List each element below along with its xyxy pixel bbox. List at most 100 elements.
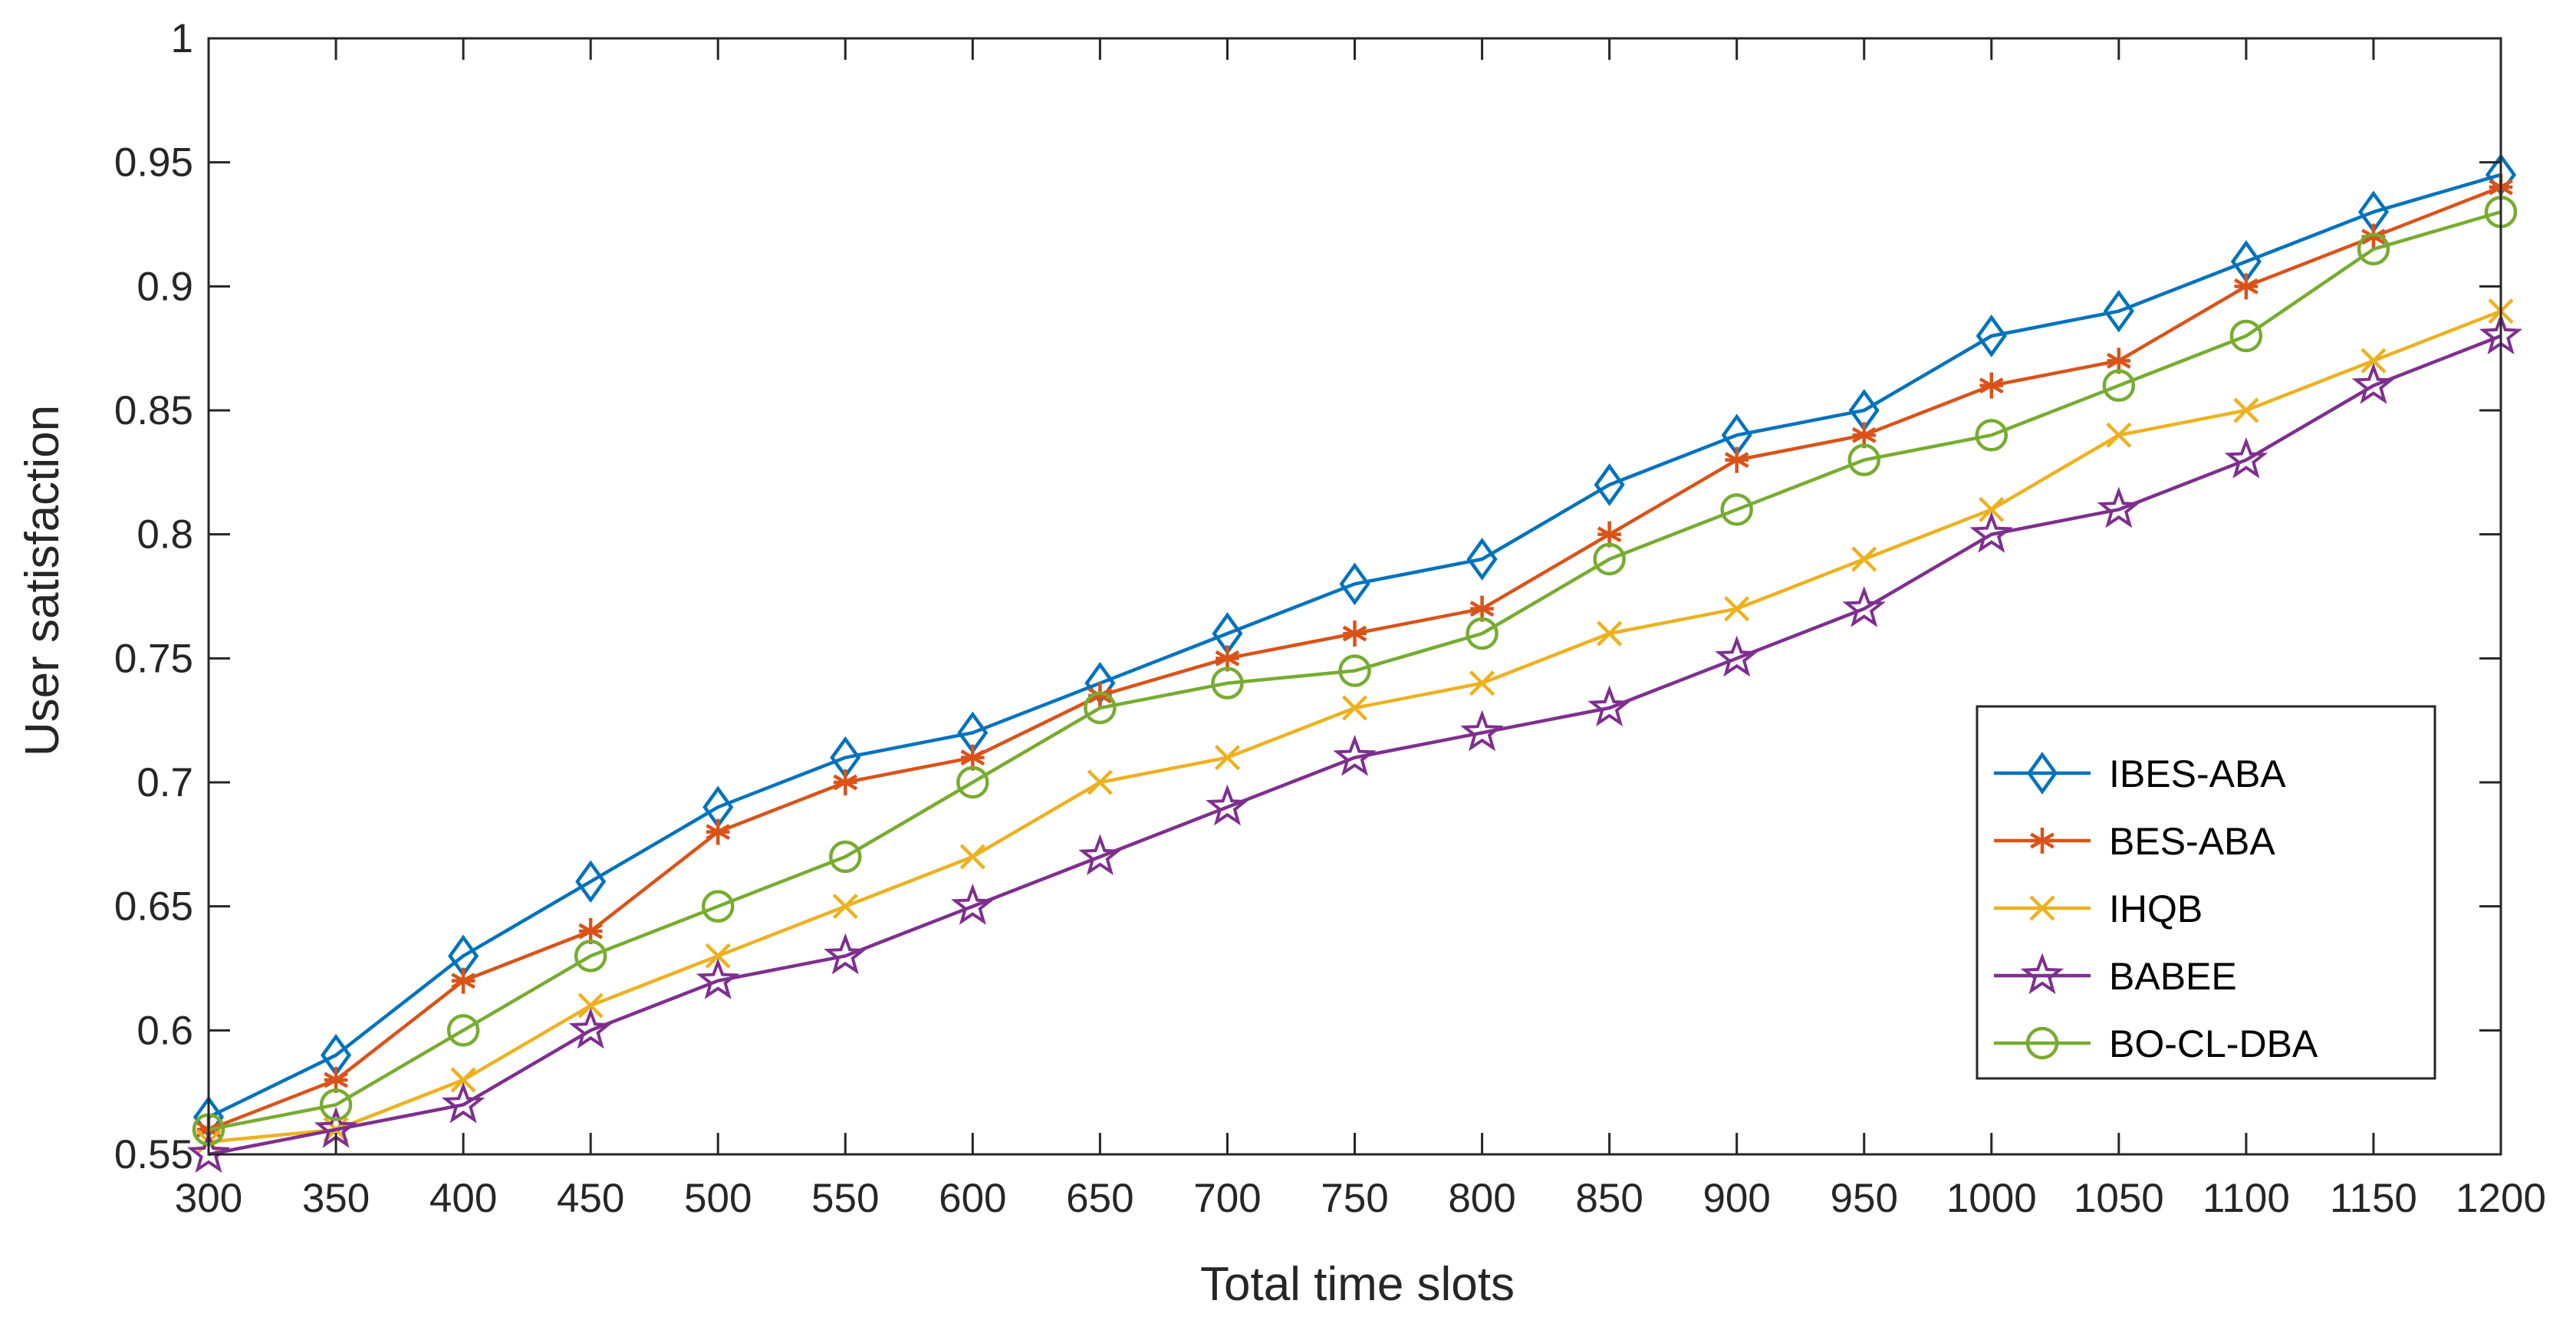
data-point-s5-14-shape	[1847, 443, 1880, 476]
data-point-s5-2-shape	[319, 1088, 353, 1121]
data-point-s2-9-shape	[1215, 645, 1240, 672]
data-point-s3-11	[1469, 670, 1495, 696]
legend-swatch-marker-2-shape	[2030, 828, 2055, 854]
data-point-s4-5-shape	[696, 957, 740, 999]
series-layer	[186, 153, 2523, 1174]
x-tick-label-6: 550	[811, 1176, 879, 1221]
data-point-s1-15	[1976, 314, 2007, 357]
data-point-s3-16	[2106, 422, 2132, 448]
data-point-s5-8-shape	[1084, 691, 1117, 725]
data-point-s1-11	[1466, 538, 1498, 581]
legend-swatch-marker-3-shape	[2029, 895, 2055, 921]
data-point-s3-7-shape	[959, 844, 985, 870]
data-point-s4-9	[1206, 784, 1249, 826]
x-tick-label-4: 450	[557, 1176, 624, 1221]
legend-label-3: IHQB	[2109, 887, 2203, 930]
data-point-s2-5-shape	[706, 818, 731, 845]
x-tick-label-12: 850	[1575, 1176, 1643, 1221]
x-tick-label-7: 600	[939, 1176, 1006, 1221]
data-point-s3-15	[1979, 496, 2005, 522]
data-point-s5-6-shape	[829, 840, 862, 874]
data-point-s4-15-shape	[1969, 511, 2014, 553]
data-point-s3-18	[2361, 347, 2387, 374]
data-point-s4-6-shape	[824, 933, 867, 975]
y-tick-label-4: 0.7	[137, 760, 193, 805]
data-point-s5-5-shape	[701, 890, 735, 923]
data-point-s3-14	[1851, 546, 1877, 572]
data-point-s3-10	[1341, 695, 1368, 721]
data-point-s3-17	[2233, 397, 2259, 423]
data-point-s3-10-shape	[1341, 695, 1368, 721]
data-point-s4-7-shape	[951, 883, 995, 925]
x-tick-label-19: 1200	[2456, 1176, 2546, 1221]
data-point-s2-4-shape	[578, 918, 604, 944]
data-point-s5-7	[956, 765, 989, 799]
x-axis-title: Total time slots	[1200, 1258, 1515, 1311]
data-point-s3-9-shape	[1214, 745, 1241, 771]
series-line-4	[208, 334, 2502, 1157]
data-point-s3-3	[450, 1067, 476, 1093]
data-point-s5-7-shape	[956, 765, 989, 799]
data-point-s4-18	[2351, 362, 2396, 404]
x-tick-label-9: 700	[1193, 1176, 1261, 1221]
x-tick-label-3: 400	[429, 1176, 497, 1221]
x-tick-label-14: 950	[1831, 1176, 1898, 1221]
data-point-s3-12	[1597, 621, 1623, 647]
data-point-s4-15	[1969, 511, 2014, 553]
data-point-s5-14	[1847, 443, 1880, 476]
data-point-s1-4	[575, 860, 607, 904]
data-point-s4-17-shape	[2224, 436, 2268, 479]
x-tick-label-1: 300	[175, 1176, 242, 1221]
data-point-s2-8	[1087, 682, 1113, 709]
data-point-s5-15	[1975, 419, 2008, 452]
x-tick-label-8: 650	[1066, 1176, 1133, 1221]
x-tick-label-17: 1100	[2203, 1176, 2290, 1221]
data-point-s2-15	[1979, 372, 2004, 399]
x-tick-label-18: 1150	[2330, 1176, 2417, 1221]
legend-swatch-marker-4	[2020, 953, 2064, 995]
data-point-s4-16	[2097, 486, 2141, 528]
data-point-s3-15-shape	[1979, 496, 2005, 522]
legend-entry-3: IHQB	[1994, 887, 2203, 930]
data-point-s4-10	[1333, 734, 1377, 776]
data-point-s5-6	[829, 840, 862, 874]
legend-swatch-marker-2	[2030, 828, 2055, 854]
data-point-s1-10	[1339, 562, 1370, 606]
data-point-s2-10	[1342, 621, 1367, 647]
y-tick-label-10: 1	[171, 16, 193, 61]
data-point-s5-8	[1084, 691, 1117, 725]
data-point-s3-7	[959, 844, 985, 870]
data-point-s3-13	[1724, 596, 1750, 622]
data-point-s1-12	[1594, 463, 1625, 506]
y-tick-label-6: 0.8	[137, 512, 193, 558]
data-point-s3-6-shape	[832, 894, 858, 920]
x-tick-label-15: 1000	[1946, 1176, 2037, 1221]
data-point-s2-2	[324, 1067, 348, 1093]
data-point-s2-4	[578, 918, 604, 944]
x-tick-label-5: 500	[684, 1176, 752, 1221]
legend-swatch-marker-1-shape	[2026, 752, 2058, 795]
data-point-s5-13-shape	[1720, 493, 1753, 526]
data-point-s3-18-shape	[2361, 347, 2387, 374]
data-point-s5-2	[319, 1088, 353, 1121]
data-point-s5-16	[2102, 369, 2136, 402]
data-point-s5-18-shape	[2357, 232, 2390, 266]
y-tick-label-5: 0.75	[114, 636, 193, 681]
series-bes-aba	[196, 174, 2513, 1143]
data-point-s1-4-shape	[575, 860, 607, 904]
series-line-1	[208, 173, 2502, 1119]
legend-swatch-marker-4-shape	[2020, 953, 2064, 995]
x-tick-label-2: 350	[302, 1176, 370, 1221]
data-point-s5-12	[1593, 542, 1626, 576]
x-tick-label-16: 1050	[2074, 1176, 2164, 1221]
data-point-s2-14	[1851, 422, 1877, 449]
series-babee	[186, 313, 2523, 1174]
data-point-s4-4-shape	[568, 1007, 613, 1049]
legend-entry-2: BES-ABA	[1994, 820, 2275, 863]
legend-swatch-marker-5-shape	[2025, 1026, 2059, 1060]
data-point-s2-18	[2361, 223, 2386, 250]
data-point-s4-17	[2224, 436, 2268, 479]
data-point-s2-11	[1469, 595, 1495, 622]
data-point-s2-5	[706, 818, 731, 845]
